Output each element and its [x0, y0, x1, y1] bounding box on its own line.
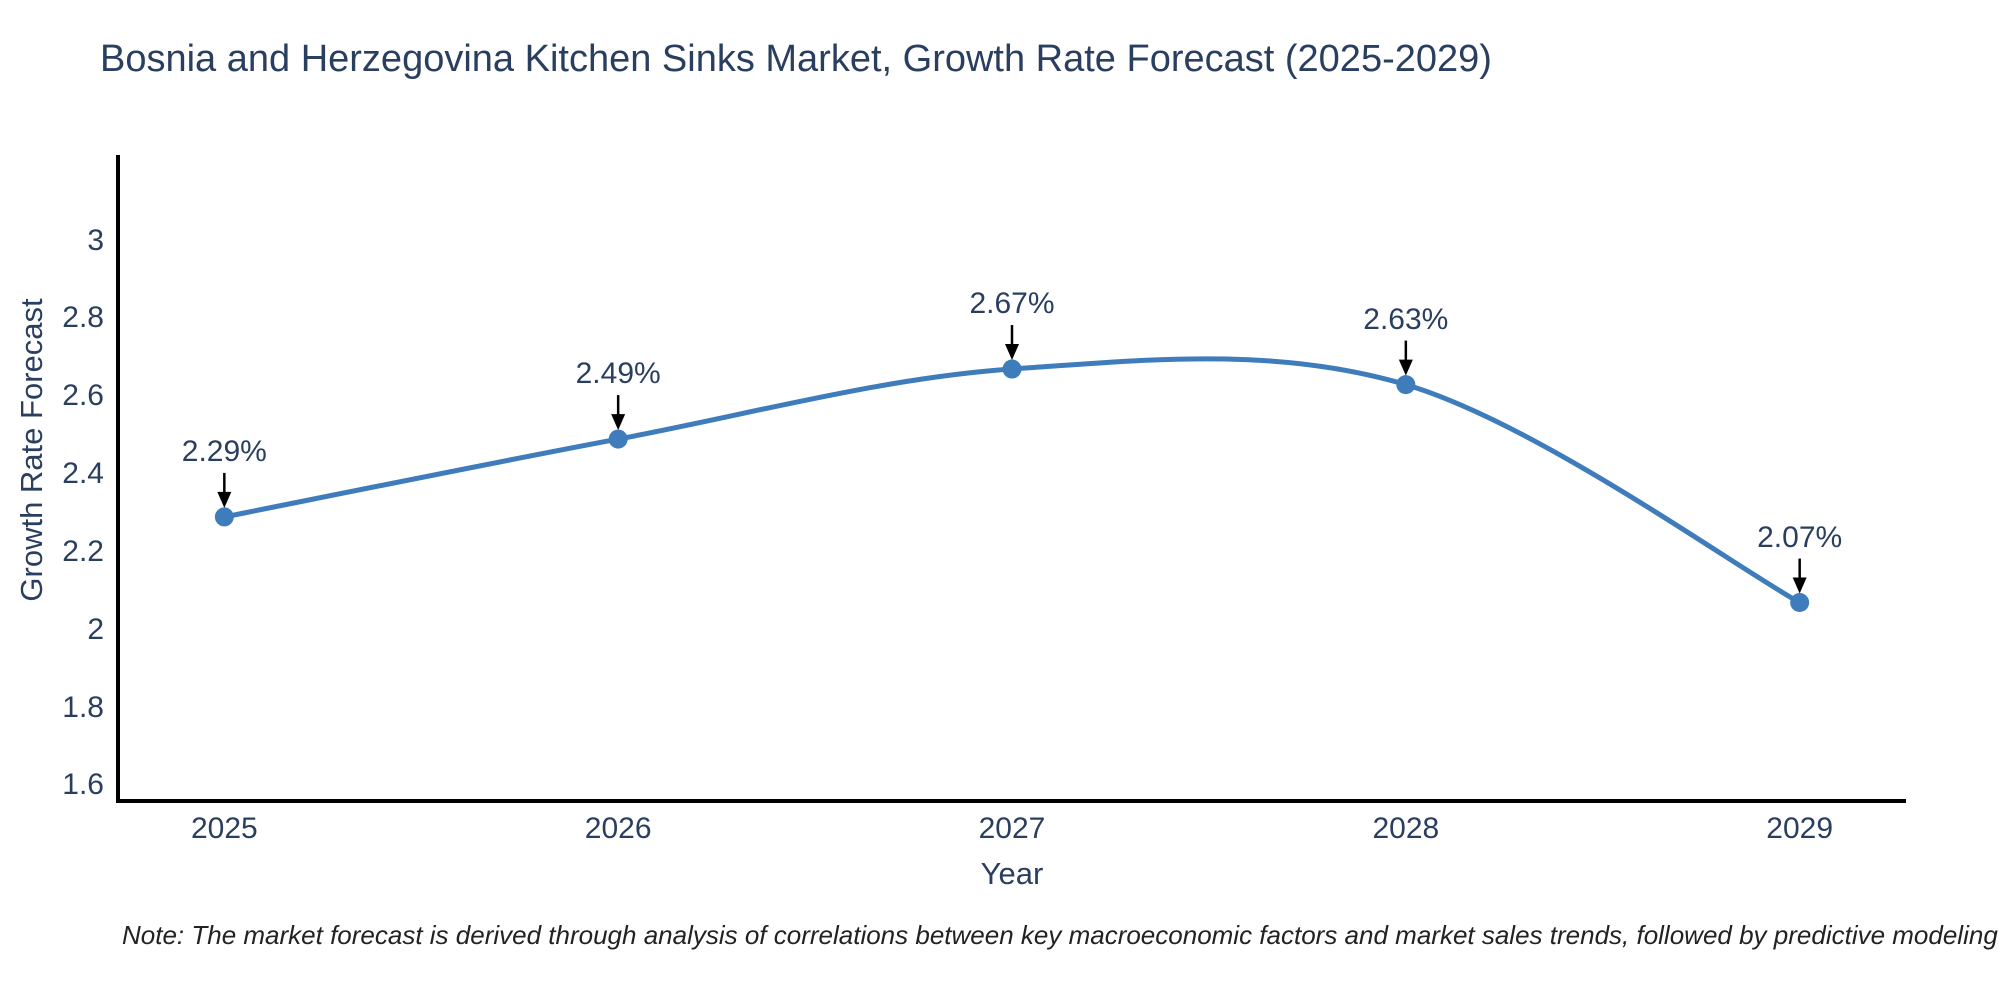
y-tick-label: 1.8: [62, 690, 104, 724]
y-tick-label: 3: [87, 223, 104, 257]
point-value-label: 2.07%: [1757, 520, 1843, 554]
y-tick-label: 2.6: [62, 379, 104, 413]
annotation-arrowhead: [217, 491, 232, 508]
x-tick-label: 2028: [1372, 812, 1440, 845]
x-axis-title: Year: [980, 856, 1044, 891]
y-tick-label: 2.8: [62, 301, 104, 335]
chart-title: Bosnia and Herzegovina Kitchen Sinks Mar…: [100, 38, 1492, 80]
annotation-arrowhead: [1398, 359, 1413, 376]
x-tick-label: 2025: [190, 812, 258, 845]
x-tick-label: 2026: [584, 812, 652, 845]
point-value-label: 2.63%: [1363, 302, 1449, 336]
y-tick-label: 2: [87, 612, 104, 646]
y-tick-label: 2.4: [62, 457, 104, 491]
annotation-arrowhead: [611, 414, 626, 431]
y-tick-label: 2.2: [62, 534, 104, 568]
data-point-marker: [214, 507, 234, 527]
x-tick-label: 2029: [1766, 812, 1834, 845]
data-point-marker: [1396, 375, 1416, 395]
point-value-label: 2.49%: [575, 357, 661, 391]
annotation-arrowhead: [1792, 577, 1807, 594]
y-tick-label: 1.6: [62, 768, 104, 802]
point-value-label: 2.29%: [181, 434, 267, 468]
data-point-marker: [1002, 359, 1022, 379]
annotation-arrowhead: [1005, 344, 1019, 361]
x-tick-label: 2027: [978, 812, 1046, 845]
series-line: [223, 356, 1801, 605]
point-value-label: 2.67%: [969, 287, 1055, 321]
data-point-marker: [608, 429, 628, 449]
footnote: Note: The market forecast is derived thr…: [122, 920, 2000, 950]
data-point-marker: [1790, 593, 1810, 613]
